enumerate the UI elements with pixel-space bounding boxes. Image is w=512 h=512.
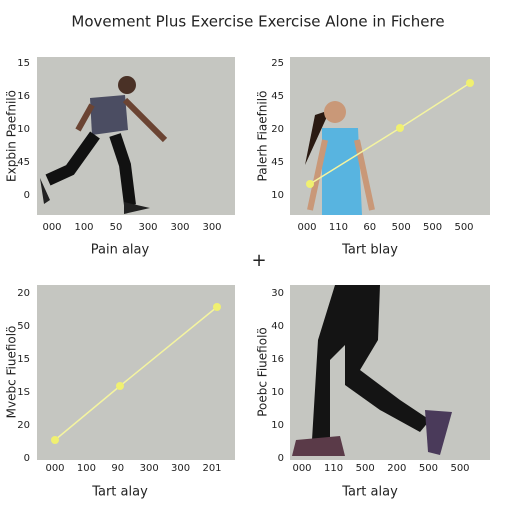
y-tick-label: 15 [17, 354, 30, 365]
y-axis-label: Poebc Fiuefiolö [256, 327, 270, 417]
x-tick-label: 500 [419, 463, 438, 474]
plot-area [37, 57, 235, 215]
y-tick-label: 0 [24, 190, 30, 201]
x-tick-label: 500 [454, 222, 473, 233]
y-tick-label: 16 [17, 91, 30, 102]
y-tick-label: 16 [271, 354, 284, 365]
y-tick-label: 45 [271, 157, 284, 168]
y-axis-label: Expbin Paefnilö [5, 90, 19, 182]
runner-photo [40, 76, 168, 214]
woman-photo [305, 101, 375, 215]
title: Movement Plus Exercise Exercise Alone in… [71, 13, 444, 31]
y-tick-label: 1S [17, 387, 30, 398]
x-tick-label: 200 [387, 463, 406, 474]
y-tick-label: 20 [17, 288, 30, 299]
y-tick-label: 0 [278, 453, 284, 464]
x-tick-label: 000 [42, 222, 61, 233]
x-tick-label: 000 [292, 463, 311, 474]
y-tick-label: 10 [271, 190, 284, 201]
y-tick-label: 0 [24, 453, 30, 464]
x-tick-label: 60 [363, 222, 376, 233]
x-tick-label: 300 [202, 222, 221, 233]
y-tick-label: 10 [271, 387, 284, 398]
x-axis-label: Tart blay [341, 243, 398, 258]
x-tick-label: 201 [202, 463, 221, 474]
y-tick-label: 20 [271, 124, 284, 135]
y-axis-label: Palerh Fiaefnilö [256, 91, 270, 182]
x-tick-label: 100 [74, 222, 93, 233]
y-tick-label: 10 [271, 420, 284, 431]
x-axis-label: Pain alay [91, 243, 150, 258]
x-tick-label: 500 [356, 463, 375, 474]
legs-photo [292, 285, 452, 456]
y-tick-label: 45 [271, 91, 284, 102]
y-tick-label: 15 [17, 58, 30, 69]
x-tick-label: 000 [45, 463, 64, 474]
x-tick-label: 300 [138, 222, 157, 233]
y-tick-label: 40 [271, 321, 284, 332]
x-tick-label: 500 [392, 222, 411, 233]
x-tick-label: 300 [170, 222, 189, 233]
y-tick-label: 30 [271, 288, 284, 299]
trend-line [306, 79, 474, 188]
x-tick-label: 300 [171, 463, 190, 474]
x-tick-label: 90 [111, 463, 124, 474]
x-tick-label: 000 [297, 222, 316, 233]
trend-line [51, 303, 221, 444]
x-tick-label: 50 [110, 222, 123, 233]
y-tick-label: 50 [17, 321, 30, 332]
x-tick-label: 500 [450, 463, 469, 474]
y-axis-label: Mvebc Fiuefiolö [5, 326, 19, 419]
y-tick-label: 25 [271, 58, 284, 69]
x-tick-label: 100 [77, 463, 96, 474]
plot-area [290, 57, 490, 215]
separator: + [251, 250, 266, 271]
x-tick-label: 300 [140, 463, 159, 474]
y-tick-label: 45 [17, 157, 30, 168]
y-tick-label: 10 [17, 124, 30, 135]
x-axis-label: Tart alay [91, 485, 148, 500]
x-axis-label: Tart alay [341, 485, 398, 500]
x-tick-label: 500 [423, 222, 442, 233]
x-tick-label: 110 [329, 222, 348, 233]
x-tick-label: 110 [324, 463, 343, 474]
y-tick-label: 20 [17, 420, 30, 431]
